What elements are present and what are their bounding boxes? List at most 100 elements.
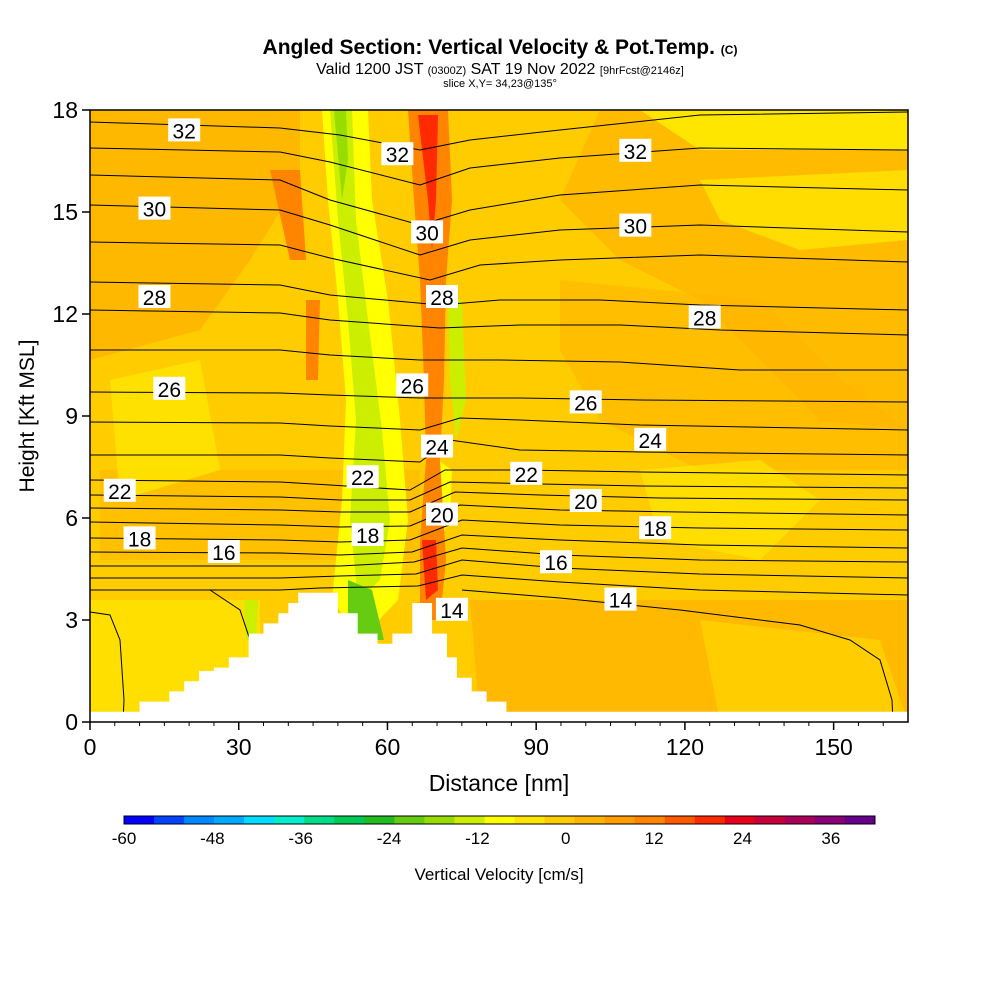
colorbar-swatch bbox=[724, 816, 756, 824]
chart-title: Angled Section: Vertical Velocity & Pot.… bbox=[0, 36, 1000, 60]
isentrope-line bbox=[90, 491, 908, 513]
isentrope-label-text: 30 bbox=[624, 216, 647, 239]
isentrope-label: 32 bbox=[381, 142, 414, 167]
isentrope-line bbox=[90, 391, 908, 403]
isentrope-line bbox=[90, 309, 908, 336]
isentrope-label-text: 20 bbox=[430, 505, 453, 528]
subtitle-utc: (0300Z) bbox=[427, 65, 467, 77]
isentrope-label: 26 bbox=[153, 376, 186, 402]
isentrope-label-text: 22 bbox=[108, 481, 131, 504]
chart-subtitle: Valid 1200 JST (0300Z) SAT 19 Nov 2022 [… bbox=[0, 61, 1000, 79]
terrain-silhouette bbox=[90, 592, 908, 722]
isentrope-label-text: 26 bbox=[574, 392, 597, 415]
isentrope-label: 14 bbox=[435, 597, 468, 623]
colorbar-swatch bbox=[664, 816, 696, 824]
isentrope-line bbox=[90, 559, 908, 579]
y-tick-label: 15 bbox=[52, 199, 78, 225]
isentrope-label: 18 bbox=[123, 526, 156, 551]
isentrope-lines bbox=[90, 111, 908, 722]
isentrope-label-bg bbox=[619, 213, 652, 237]
slice-label: slice X,Y= 34,23@135° bbox=[443, 78, 557, 90]
velocity-zone-yellow-right-top bbox=[640, 110, 908, 150]
y-tick-label: 0 bbox=[65, 709, 78, 735]
velocity-zone-yellow-left bbox=[110, 360, 220, 500]
isentrope-labels: 32 32 32 30 30 30 28 28 28 26 26 26 24 24 22 22 22 20 20 18… bbox=[103, 118, 721, 623]
isentrope-label: 16 bbox=[207, 540, 240, 565]
isentrope-label-bg bbox=[421, 434, 454, 458]
y-tick-label: 18 bbox=[52, 97, 78, 123]
y-tick-label: 12 bbox=[52, 301, 78, 327]
colorbar-swatch bbox=[364, 816, 395, 824]
isentrope-label-text: 20 bbox=[574, 491, 597, 514]
isentrope-label-text: 22 bbox=[515, 464, 538, 487]
axes: 0 30 60 90 120 150 0 3 6 9 12 15 18 bbox=[52, 97, 884, 760]
colorbar-swatch bbox=[604, 816, 636, 824]
isentrope-label: 22 bbox=[346, 465, 379, 490]
isentrope-label: 22 bbox=[103, 478, 136, 504]
colorbar-tick-label: 36 bbox=[821, 829, 840, 848]
x-tick-label: 30 bbox=[226, 734, 252, 760]
isentrope-line bbox=[90, 547, 908, 567]
colorbar-tick-label: -12 bbox=[465, 829, 490, 848]
vertical-velocity-field bbox=[90, 110, 908, 722]
isentrope-label: 18 bbox=[639, 516, 672, 541]
velocity-zone-lower-right bbox=[470, 600, 908, 722]
isentrope-label-text: 16 bbox=[544, 552, 567, 575]
colorbar: -60 -48 -36 -24 -12 0 12 24 36 bbox=[112, 815, 876, 848]
isentrope-label: 20 bbox=[569, 489, 602, 514]
x-tick-label: 120 bbox=[666, 734, 704, 760]
isentrope-label-text: 28 bbox=[693, 307, 716, 330]
isentrope-label-bg bbox=[569, 489, 602, 512]
isentrope-label: 26 bbox=[569, 390, 602, 415]
isentrope-line bbox=[90, 534, 908, 556]
subtitle-date: SAT 19 Nov 2022 bbox=[470, 61, 596, 78]
isentrope-label-bg bbox=[207, 540, 240, 563]
isentrope-label-text: 32 bbox=[173, 120, 196, 143]
colorbar-swatch bbox=[484, 816, 516, 824]
isentrope-label: 30 bbox=[411, 220, 444, 245]
isentrope-label-bg bbox=[604, 587, 637, 611]
colorbar-swatch bbox=[784, 816, 816, 824]
isentrope-label-text: 18 bbox=[643, 518, 666, 541]
isentrope-line bbox=[90, 147, 908, 186]
isentrope-label: 24 bbox=[421, 434, 454, 460]
colorbar-swatch bbox=[754, 816, 786, 824]
isentrope-line bbox=[90, 417, 908, 431]
isentrope-label-bg bbox=[381, 142, 414, 166]
isentrope-label-bg bbox=[138, 285, 171, 308]
isentrope-line bbox=[90, 611, 125, 722]
colorbar-swatch bbox=[454, 816, 485, 824]
colorbar-swatch bbox=[274, 816, 305, 824]
colorbar-tick-label: -60 bbox=[112, 829, 137, 848]
isentrope-line bbox=[461, 589, 894, 722]
colorbar-swatch bbox=[514, 816, 546, 824]
isentrope-label-bg bbox=[138, 196, 171, 220]
updraft-left-streak-lower bbox=[306, 300, 320, 380]
isentrope-line bbox=[90, 241, 908, 281]
colorbar-swatch bbox=[184, 816, 215, 824]
isentrope-label-bg bbox=[639, 516, 672, 540]
colorbar-swatch bbox=[124, 816, 155, 824]
downdraft-band-right bbox=[448, 300, 466, 440]
isentrope-line bbox=[90, 481, 908, 501]
colorbar-tick-label: -36 bbox=[288, 829, 313, 848]
isentrope-label-bg bbox=[425, 502, 458, 526]
isentrope-label: 24 bbox=[634, 427, 667, 453]
isentrope-label: 28 bbox=[425, 285, 458, 310]
isentrope-label-bg bbox=[351, 523, 384, 546]
colorbar-swatch bbox=[694, 816, 726, 824]
isentrope-label-text: 32 bbox=[624, 141, 647, 164]
isentrope-label-text: 24 bbox=[425, 437, 449, 460]
isentrope-label-bg bbox=[634, 427, 667, 451]
title-unit: (C) bbox=[720, 43, 738, 57]
isentrope-label-bg bbox=[153, 376, 186, 400]
isentrope-line bbox=[90, 469, 908, 491]
colorbar-tick-label: -24 bbox=[377, 829, 402, 848]
isentrope-label: 28 bbox=[688, 305, 721, 330]
isentrope-label: 16 bbox=[540, 550, 573, 575]
isentrope-label: 20 bbox=[425, 502, 458, 528]
isentrope-label-bg bbox=[168, 118, 201, 142]
isentrope-line bbox=[90, 111, 908, 151]
colorbar-swatch bbox=[844, 816, 876, 824]
downdraft-band-inner bbox=[334, 110, 348, 200]
